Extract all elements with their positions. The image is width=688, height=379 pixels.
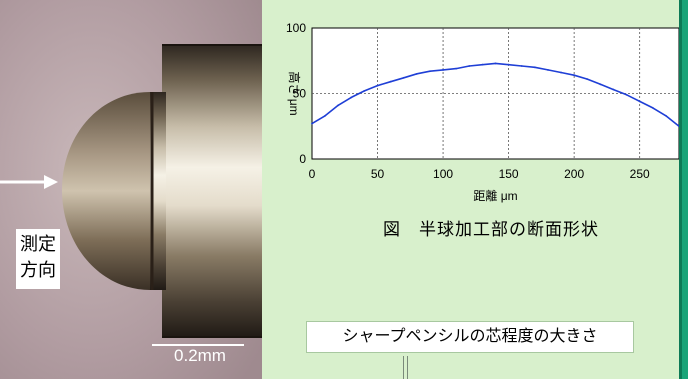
chart-caption: 図 半球加工部の断面形状 <box>383 220 599 239</box>
direction-label-line2: 方向 <box>20 260 56 280</box>
data-point <box>520 65 523 67</box>
pencil-tip-image <box>0 0 262 379</box>
side-accent-bar <box>682 0 688 379</box>
data-point <box>429 70 431 73</box>
y-tick-label: 0 <box>299 152 306 166</box>
data-point <box>324 114 327 117</box>
data-point <box>337 104 340 107</box>
connector-lines <box>403 356 409 379</box>
data-point <box>547 69 549 71</box>
size-note: シャープペンシルの芯程度の大きさ <box>306 321 634 353</box>
data-point <box>586 78 589 80</box>
data-point <box>415 72 418 75</box>
y-axis-label: 高さ μm <box>287 71 302 115</box>
data-point <box>625 93 628 96</box>
data-point <box>507 63 510 66</box>
profile-chart: 0 50 100 150 200 250 0 50 100 距離 μm 高さ μm <box>262 0 680 260</box>
data-point <box>311 122 313 125</box>
data-point <box>481 63 484 66</box>
x-tick-label: 150 <box>499 167 519 181</box>
data-point <box>533 66 536 69</box>
data-point <box>638 100 641 103</box>
chart-svg: 0 50 100 150 200 250 0 50 100 距離 μm 高さ μm <box>286 21 680 203</box>
scale-bar-label: 0.2mm <box>174 346 226 365</box>
data-point <box>664 114 667 117</box>
y-tick-label: 100 <box>286 21 306 35</box>
measure-arrow-head <box>44 175 58 189</box>
y-tick-label: 50 <box>293 87 307 101</box>
data-point <box>494 62 497 65</box>
side-bar-shadow <box>679 0 682 379</box>
data-point <box>455 67 458 70</box>
direction-label-line1: 測定 <box>20 234 56 254</box>
x-tick-label: 50 <box>371 167 385 181</box>
data-point <box>560 71 562 74</box>
x-tick-label: 0 <box>309 167 316 181</box>
data-point <box>363 89 366 92</box>
x-tick-label: 250 <box>630 167 650 181</box>
data-point <box>573 74 576 77</box>
microscope-photo: 測定 方向 0.2mm <box>0 0 262 379</box>
data-point <box>468 65 471 67</box>
data-point <box>402 76 405 79</box>
x-axis-label: 距離 μm <box>473 189 517 203</box>
data-point <box>389 80 392 83</box>
data-point <box>612 88 615 91</box>
data-point <box>350 96 353 99</box>
x-tick-label: 200 <box>564 167 584 181</box>
data-point <box>442 69 444 71</box>
data-point <box>599 83 602 86</box>
data-point <box>651 107 654 109</box>
data-point <box>376 84 379 87</box>
measurement-direction-label: 測定 方向 <box>16 229 60 289</box>
x-tick-label: 100 <box>433 167 453 181</box>
